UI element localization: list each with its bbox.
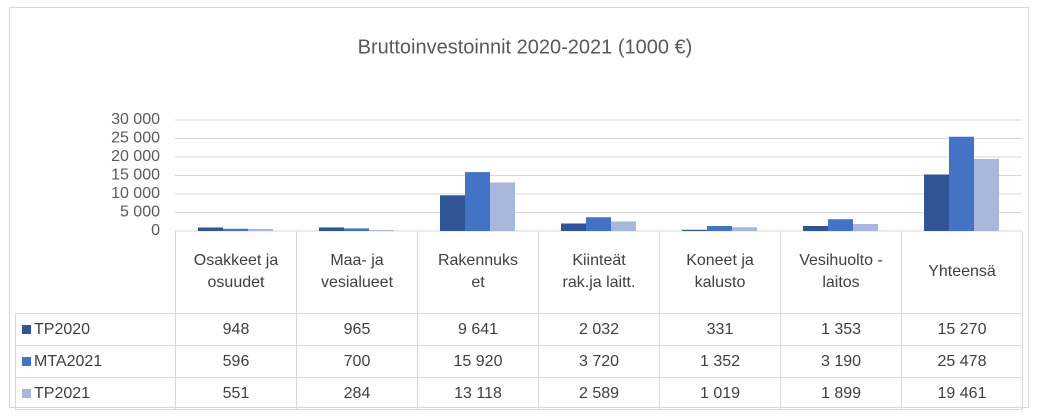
bar bbox=[465, 172, 490, 231]
table-value: 15 270 bbox=[901, 313, 1023, 346]
table-value: 331 bbox=[659, 313, 781, 346]
legend-swatch bbox=[22, 357, 31, 366]
category-label: Koneet ja kalusto bbox=[659, 231, 781, 314]
y-tick-label: 10 000 bbox=[111, 185, 160, 202]
table-value: 3 720 bbox=[538, 345, 660, 378]
bar bbox=[803, 225, 828, 231]
bar bbox=[198, 227, 223, 231]
table-value: 551 bbox=[175, 377, 297, 410]
chart-frame bbox=[9, 7, 1029, 408]
bar bbox=[924, 174, 949, 231]
legend-label: TP2021 bbox=[34, 384, 91, 402]
bar bbox=[490, 182, 515, 231]
table-value: 1 353 bbox=[780, 313, 902, 346]
table-value: 25 478 bbox=[901, 345, 1023, 378]
bar bbox=[707, 225, 732, 231]
category-label: Kiinteät rak.ja laitt. bbox=[538, 231, 660, 314]
bar bbox=[949, 136, 974, 231]
table-value: 1 352 bbox=[659, 345, 781, 378]
bar bbox=[611, 221, 636, 231]
category-label: Vesihuolto - laitos bbox=[780, 231, 902, 314]
bar bbox=[586, 217, 611, 231]
y-tick-label: 20 000 bbox=[111, 148, 160, 165]
table-value: 1 899 bbox=[780, 377, 902, 410]
y-tick-label: 5 000 bbox=[120, 204, 160, 221]
table-value: 2 589 bbox=[538, 377, 660, 410]
table-value: 596 bbox=[175, 345, 297, 378]
y-tick-label: 30 000 bbox=[111, 111, 160, 128]
table-value: 13 118 bbox=[417, 377, 539, 410]
category-label: Maa- ja vesialueet bbox=[296, 231, 418, 314]
bar bbox=[828, 219, 853, 231]
y-tick-label: 25 000 bbox=[111, 130, 160, 147]
y-tick-label: 0 bbox=[151, 222, 160, 239]
table-value: 2 032 bbox=[538, 313, 660, 346]
bar bbox=[223, 228, 248, 231]
bar bbox=[561, 223, 586, 231]
bar bbox=[732, 227, 757, 231]
table-value: 3 190 bbox=[780, 345, 902, 378]
legend-entry: TP2020 bbox=[15, 313, 176, 346]
table-value: 948 bbox=[175, 313, 297, 346]
table-value: 15 920 bbox=[417, 345, 539, 378]
table-value: 1 019 bbox=[659, 377, 781, 410]
legend-swatch bbox=[22, 389, 31, 398]
bar bbox=[344, 228, 369, 231]
bar bbox=[853, 223, 878, 231]
bar bbox=[440, 195, 465, 231]
table-value: 19 461 bbox=[901, 377, 1023, 410]
legend-entry: MTA2021 bbox=[15, 345, 176, 378]
legend-swatch bbox=[22, 325, 31, 334]
category-label: Rakennukset bbox=[417, 231, 539, 314]
table-value: 9 641 bbox=[417, 313, 539, 346]
bar bbox=[369, 229, 394, 231]
bar bbox=[974, 158, 999, 231]
bar bbox=[248, 228, 273, 231]
bar bbox=[682, 229, 707, 231]
table-value: 284 bbox=[296, 377, 418, 410]
table-value: 700 bbox=[296, 345, 418, 378]
table-value: 965 bbox=[296, 313, 418, 346]
chart-title: Bruttoinvestoinnit 2020-2021 (1000 €) bbox=[358, 36, 693, 58]
y-tick-label: 15 000 bbox=[111, 167, 160, 184]
category-label: Yhteensä bbox=[901, 231, 1023, 314]
legend-label: MTA2021 bbox=[34, 352, 103, 370]
category-label: Osakkeet ja osuudet bbox=[175, 231, 297, 314]
legend-label: TP2020 bbox=[34, 320, 91, 338]
legend-entry: TP2021 bbox=[15, 377, 176, 410]
bar bbox=[319, 227, 344, 231]
